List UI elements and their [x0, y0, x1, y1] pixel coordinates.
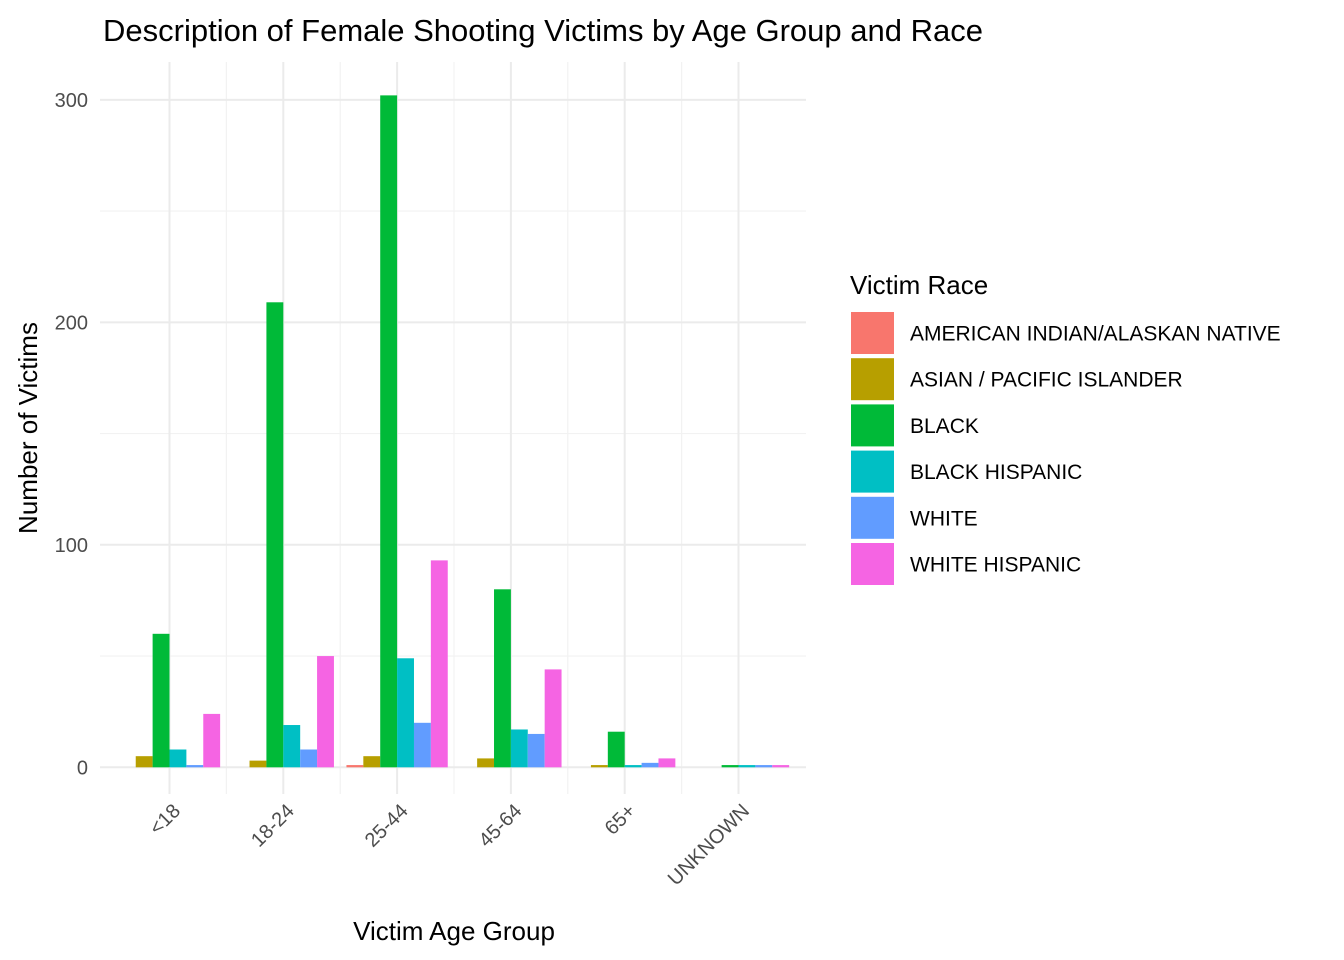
bar	[527, 733, 545, 768]
bar	[772, 765, 790, 768]
legend-label: ASIAN / PACIFIC ISLANDER	[910, 369, 1183, 392]
chart-title: Description of Female Shooting Victims b…	[103, 13, 983, 48]
bar	[510, 729, 528, 768]
grid	[100, 62, 806, 794]
bar	[755, 765, 773, 768]
bars	[135, 95, 790, 768]
x-tick-label: UNKNOWN	[664, 800, 754, 890]
y-tick-label: 300	[55, 90, 88, 112]
x-tick-label: 25-44	[361, 800, 413, 852]
y-axis-title: Number of Victims	[13, 322, 43, 534]
legend-key	[851, 450, 894, 493]
y-axis-ticks: 0 100 200 300	[55, 90, 88, 779]
bar	[430, 560, 448, 768]
bar	[641, 762, 659, 768]
y-tick-label: 100	[55, 535, 88, 557]
legend-key	[851, 312, 894, 354]
bar	[658, 758, 676, 768]
bar	[186, 765, 204, 768]
bar	[249, 760, 267, 768]
legend-key	[851, 404, 894, 447]
x-tick-label: 18-24	[247, 800, 299, 852]
legend-label: BLACK	[910, 415, 979, 438]
bar	[721, 765, 739, 768]
bar	[477, 758, 495, 768]
legend-label: AMERICAN INDIAN/ALASKAN NATIVE	[910, 323, 1281, 346]
bar	[203, 713, 221, 768]
x-axis-ticks: <18 18-24 25-44 45-64 65+ UNKNOWN	[145, 800, 754, 890]
legend-key	[851, 358, 894, 401]
bar	[738, 765, 756, 768]
bar	[544, 669, 562, 768]
x-axis-title: Victim Age Group	[353, 916, 555, 946]
x-tick-label: 65+	[601, 800, 641, 840]
bar	[590, 765, 608, 768]
bar	[346, 765, 364, 768]
x-tick-label: <18	[145, 800, 185, 840]
bar	[317, 656, 334, 768]
bar	[169, 749, 187, 768]
y-tick-label: 200	[55, 312, 88, 334]
bar	[283, 725, 301, 768]
bar	[624, 765, 642, 768]
bar	[266, 302, 284, 768]
bar	[380, 95, 398, 768]
bar	[397, 658, 414, 768]
legend-title: Victim Race	[850, 270, 988, 300]
legend: Victim Race AMERICAN INDIAN/ALASKAN NATI…	[850, 270, 1281, 585]
bar	[300, 749, 318, 768]
legend-label: WHITE	[910, 507, 978, 530]
legend-label: WHITE HISPANIC	[910, 554, 1081, 577]
bar	[607, 731, 625, 768]
legend-key	[851, 543, 894, 585]
bar	[494, 589, 511, 768]
legend-key	[851, 496, 894, 539]
legend-label: BLACK HISPANIC	[910, 461, 1082, 484]
y-tick-label: 0	[77, 757, 88, 779]
bar	[152, 633, 170, 768]
bar	[135, 756, 153, 768]
bar	[363, 756, 381, 768]
bar	[413, 722, 431, 768]
x-tick-label: 45-64	[475, 800, 527, 852]
